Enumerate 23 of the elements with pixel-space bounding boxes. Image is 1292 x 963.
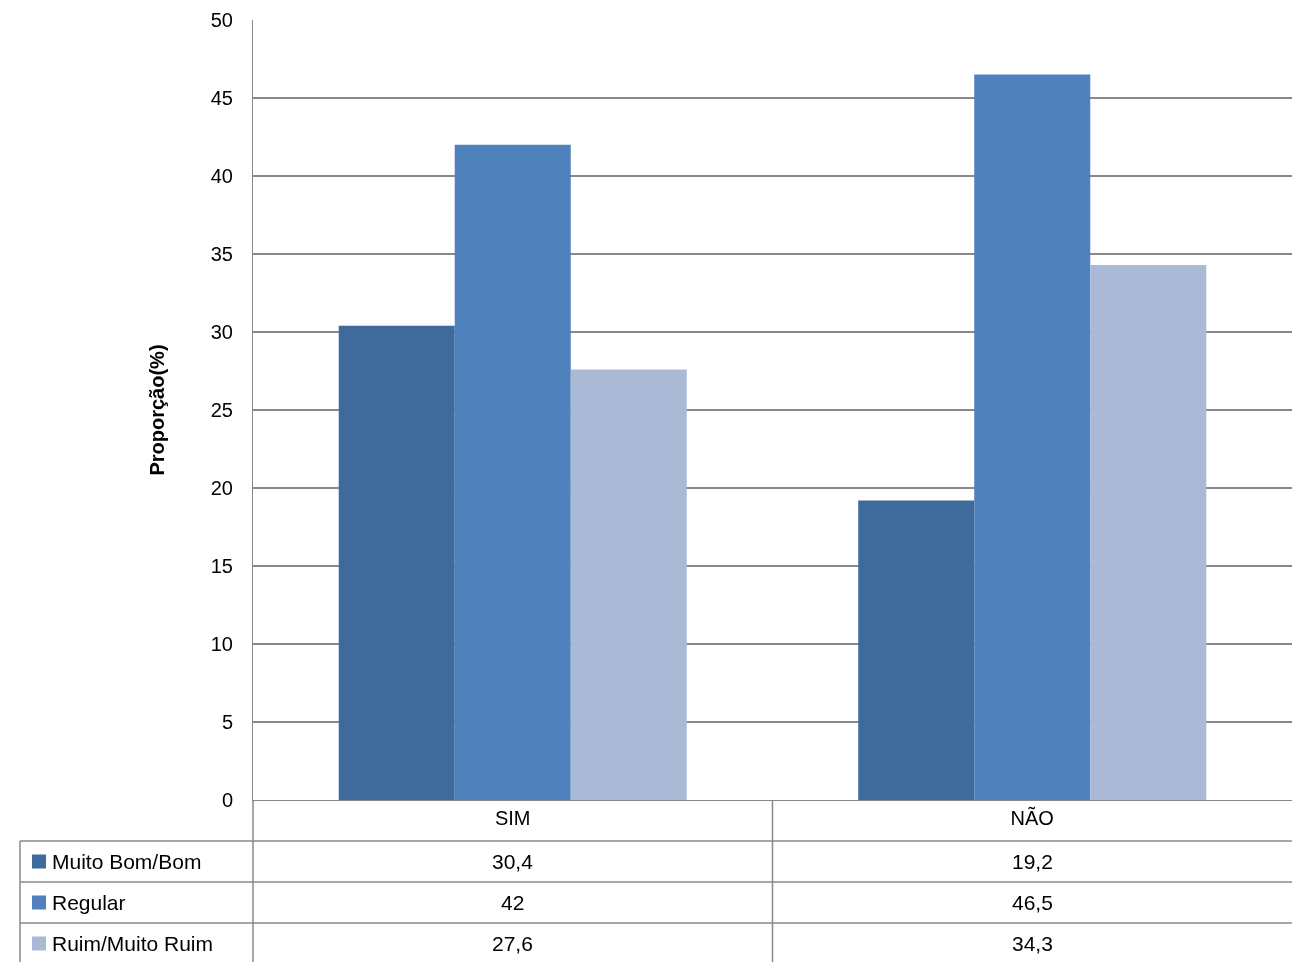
x-tick-label: NÃO	[1010, 806, 1054, 829]
data-label: 34,3	[1012, 932, 1053, 955]
data-label: 30,4	[492, 850, 534, 873]
data-label: 27,6	[492, 932, 533, 955]
y-tick-label: 10	[210, 633, 233, 655]
y-tick-label: 5	[221, 711, 233, 733]
y-tick-label: 45	[210, 87, 233, 109]
y-tick-label: 20	[210, 477, 233, 499]
y-tick-label: 35	[210, 243, 233, 265]
y-tick-label: 30	[210, 321, 233, 343]
legend-label: Ruim/Muito Ruim	[52, 932, 214, 955]
data-label: 19,2	[1012, 850, 1053, 873]
y-tick-label: 25	[210, 399, 233, 421]
y-tick-label: 0	[221, 789, 233, 811]
y-tick-label: 40	[210, 165, 233, 187]
legend-label: Regular	[52, 891, 126, 914]
y-tick-label: 15	[210, 555, 233, 577]
y-axis-title: Proporção(%)	[146, 344, 169, 476]
x-tick-label: SIM	[494, 807, 531, 829]
legend-label: Muito Bom/Bom	[52, 850, 202, 873]
data-label: 46,5	[1012, 891, 1053, 914]
y-tick-label: 50	[210, 9, 233, 31]
data-label: 42	[501, 891, 525, 914]
